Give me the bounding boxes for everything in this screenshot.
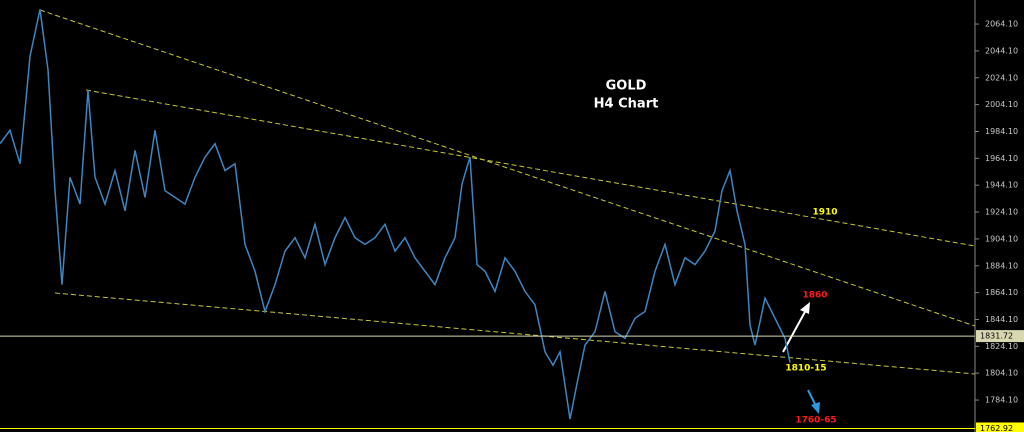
trendline — [54, 292, 976, 375]
annotation: 1910 — [812, 208, 837, 218]
price-label-box — [976, 330, 1024, 343]
y-tick-label: 1904.10 — [985, 234, 1018, 243]
y-tick-label: 1944.10 — [985, 181, 1018, 190]
price-label: 1831.72 — [980, 332, 1013, 341]
y-tick-label: 2024.10 — [985, 73, 1018, 82]
chart-subtitle: H4 Chart — [594, 97, 659, 112]
arrow-head — [800, 302, 810, 314]
y-tick-label: 1964.10 — [985, 154, 1018, 163]
price-line — [0, 9, 791, 420]
arrow-down — [807, 389, 817, 407]
annotation: 1860 — [802, 291, 827, 301]
arrow-head — [811, 402, 820, 414]
trendline — [39, 9, 976, 327]
y-tick-label: 2064.10 — [985, 20, 1018, 29]
y-tick-label: 2004.10 — [985, 100, 1018, 109]
annotation: 1810-15 — [785, 364, 826, 374]
chart-title: GOLD — [606, 79, 647, 94]
y-tick-label: 1984.10 — [985, 127, 1018, 136]
y-tick-label: 1924.10 — [985, 208, 1018, 217]
y-tick-label: 2044.10 — [985, 46, 1018, 55]
y-tick-label: 1804.10 — [985, 369, 1018, 378]
trendlines — [39, 9, 976, 375]
price-label-box — [976, 422, 1024, 432]
y-tick-label: 1844.10 — [985, 315, 1018, 324]
y-tick-label: 1884.10 — [985, 261, 1018, 270]
y-tick-label: 1824.10 — [985, 342, 1018, 351]
y-tick-label: 1784.10 — [985, 396, 1018, 405]
y-tick-label: 1864.10 — [985, 288, 1018, 297]
trendline — [85, 89, 976, 247]
annotation: 1760-65 — [795, 416, 836, 426]
price-label: 1762.92 — [980, 424, 1013, 432]
